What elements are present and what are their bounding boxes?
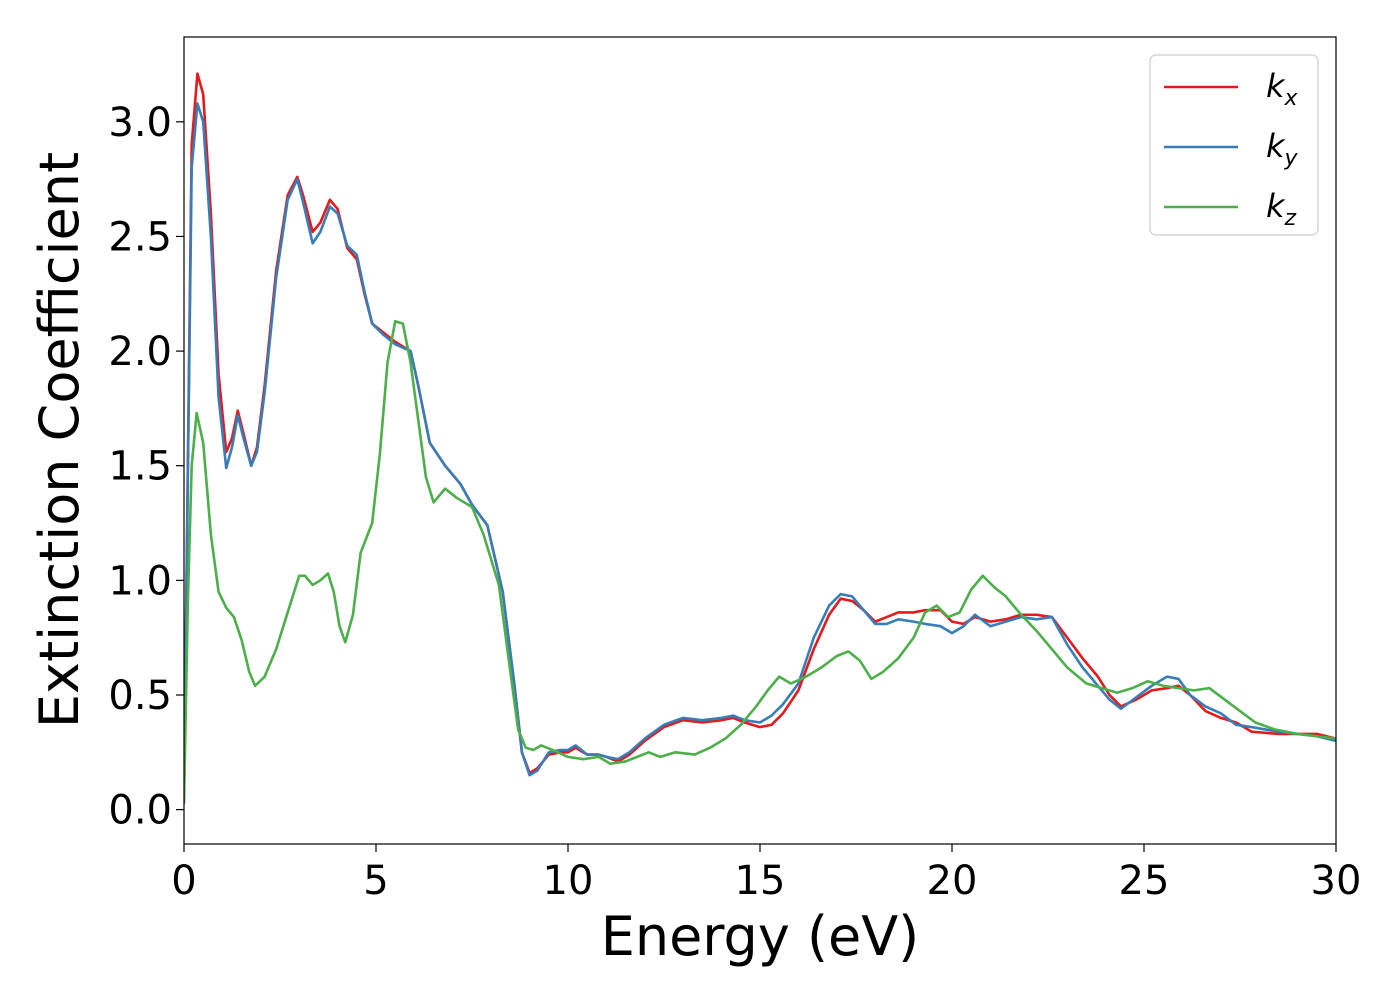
x-tick-label: 20 <box>927 858 978 904</box>
x-tick-label: 30 <box>1311 858 1362 904</box>
x-axis-title: Energy (eV) <box>601 905 920 968</box>
y-tick-label: 1.5 <box>108 444 172 490</box>
x-tick-label: 5 <box>363 858 388 904</box>
y-tick-label: 0.0 <box>108 788 172 834</box>
y-axis-title: Extinction Coefficient <box>28 152 91 728</box>
y-tick-label: 0.5 <box>108 673 172 719</box>
x-tick-label: 25 <box>1119 858 1170 904</box>
x-tick-label: 15 <box>735 858 786 904</box>
x-tick-label: 10 <box>543 858 594 904</box>
legend-box <box>1149 54 1319 236</box>
series-line-kz <box>184 319 1336 805</box>
y-tick-label: 2.5 <box>108 214 172 260</box>
y-axis-ticks: 0.0 0.5 1.0 1.5 2.0 2.5 3.0 <box>108 100 184 834</box>
x-tick-label: 0 <box>171 858 196 904</box>
series-line-kx <box>184 72 1336 800</box>
y-tick-label: 2.0 <box>108 329 172 375</box>
y-tick-label: 3.0 <box>108 100 172 146</box>
series-layer <box>184 72 1336 805</box>
y-tick-label: 1.0 <box>108 558 172 604</box>
x-axis-ticks: 0 5 10 15 20 25 30 <box>171 844 1361 904</box>
series-line-ky <box>184 102 1336 800</box>
plot-background <box>184 37 1336 844</box>
